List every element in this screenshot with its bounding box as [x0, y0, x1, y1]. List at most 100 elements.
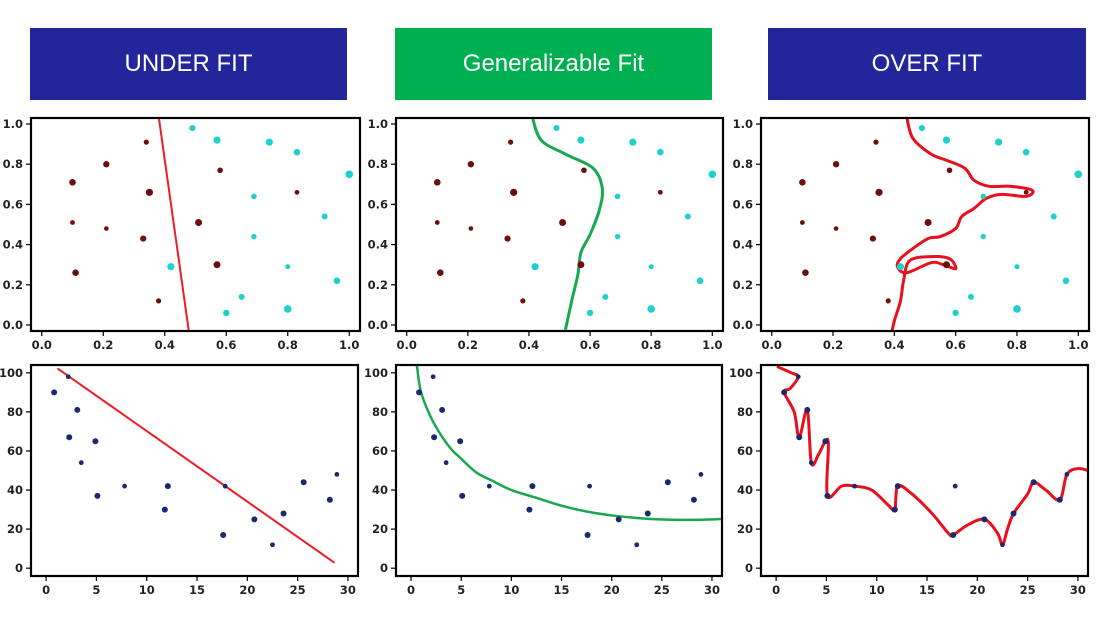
y-tick-label: 0.6	[3, 197, 23, 211]
class-b-point	[586, 309, 594, 317]
class-b-point	[321, 213, 328, 220]
data-point	[1064, 472, 1070, 477]
data-point	[94, 492, 101, 499]
data-point	[634, 542, 640, 548]
y-tick-label: 0	[380, 561, 388, 575]
data-point	[852, 483, 857, 489]
data-point	[161, 506, 168, 513]
class-a-point	[213, 261, 221, 269]
y-tick-label: 0.2	[3, 278, 23, 292]
class-b-point	[265, 138, 273, 146]
class-a-point	[294, 189, 300, 195]
class-b-point	[614, 233, 621, 240]
class-b-point	[1014, 264, 1020, 270]
data-point	[1000, 542, 1005, 548]
y-tick-label: 0.6	[368, 197, 388, 211]
x-tick-label: 0	[42, 583, 50, 597]
data-point	[781, 389, 788, 396]
x-tick-label: 0.4	[519, 338, 539, 352]
y-tick-label: 20	[7, 522, 23, 536]
data-point	[952, 483, 958, 489]
y-tick-label: 0.2	[733, 278, 753, 292]
class-b-point	[345, 170, 354, 179]
class-a-point	[504, 235, 511, 242]
class-b-point	[942, 136, 951, 144]
x-tick-label: 1.0	[702, 338, 722, 352]
class-a-point	[434, 220, 440, 225]
class-b-point	[1074, 170, 1083, 179]
class-b-point	[223, 309, 230, 317]
decision-boundary	[158, 119, 190, 330]
x-tick-label: 0.2	[823, 338, 843, 352]
class-b-point	[167, 263, 175, 271]
x-tick-label: 30	[1070, 583, 1086, 597]
class-b-point	[980, 233, 986, 240]
y-tick-label: 0.6	[733, 197, 753, 211]
data-point	[808, 460, 814, 466]
class-a-point	[875, 188, 883, 196]
data-point	[280, 510, 287, 517]
regression-generalizable-chart: 0 5 10 15 20 25 30 0 20 40 60 80 100	[364, 363, 724, 597]
class-a-point	[72, 269, 79, 277]
class-a-point	[103, 161, 110, 168]
data-point	[74, 406, 81, 413]
class-b-point	[553, 124, 560, 132]
y-tick-label: 20	[372, 522, 388, 536]
data-point	[526, 506, 533, 513]
data-point	[1010, 510, 1017, 517]
class-a-point	[510, 188, 518, 196]
class-b-point	[967, 293, 974, 300]
data-point	[795, 374, 801, 380]
x-tick-label: 0.8	[278, 338, 298, 352]
fit-curve	[57, 367, 335, 564]
y-tick-label: 1.0	[3, 117, 23, 131]
data-point	[51, 389, 58, 396]
decision-boundary	[531, 119, 605, 330]
class-b-point	[708, 170, 717, 179]
class-b-point	[531, 263, 539, 271]
class-a-point	[156, 298, 162, 304]
y-tick-label: 40	[737, 483, 753, 497]
classification-generalizable-chart: 0.0 0.2 0.4 0.6 0.8 1.0 0.0 0.2 0.4 0.6 0.8 1.0	[368, 116, 725, 352]
y-tick-label: 0.4	[3, 238, 23, 252]
data-point	[822, 438, 829, 445]
class-b-point	[251, 233, 257, 240]
data-point	[300, 479, 307, 486]
class-a-point	[104, 226, 109, 231]
data-point	[92, 438, 99, 445]
data-point	[457, 438, 464, 445]
generalizable-fit-header: Generalizable Fit	[395, 28, 712, 100]
y-tick-label: 20	[737, 522, 753, 536]
class-a-point	[924, 218, 932, 226]
x-tick-label: 0.6	[945, 338, 965, 352]
data-point	[431, 434, 438, 441]
data-point	[220, 531, 227, 538]
class-b-point	[896, 263, 905, 271]
class-b-point	[657, 148, 664, 156]
class-a-point	[833, 226, 839, 231]
x-tick-label: 0.0	[762, 338, 782, 352]
data-point	[1030, 479, 1037, 486]
class-b-point	[994, 138, 1003, 146]
x-tick-label: 0.0	[397, 338, 417, 352]
class-b-point	[1013, 305, 1021, 313]
class-a-point	[799, 179, 806, 186]
x-tick-label: 0.8	[641, 338, 661, 352]
y-tick-label: 100	[364, 366, 388, 380]
data-point	[251, 516, 258, 523]
overfit-header-label: OVER FIT	[871, 50, 983, 77]
data-point	[529, 483, 536, 490]
x-tick-label: 15	[919, 583, 935, 597]
data-point	[430, 374, 436, 380]
x-tick-label: 0.4	[884, 338, 904, 352]
class-a-point	[140, 235, 147, 242]
x-tick-label: 1.0	[1068, 338, 1088, 352]
class-a-point	[657, 189, 663, 195]
y-tick-label: 80	[372, 405, 388, 419]
class-a-point	[1023, 189, 1029, 195]
class-a-point	[577, 261, 585, 269]
class-b-point	[238, 293, 245, 300]
fit-curve	[415, 366, 721, 522]
plot-frame	[759, 116, 1091, 333]
x-tick-label: 15	[189, 583, 205, 597]
